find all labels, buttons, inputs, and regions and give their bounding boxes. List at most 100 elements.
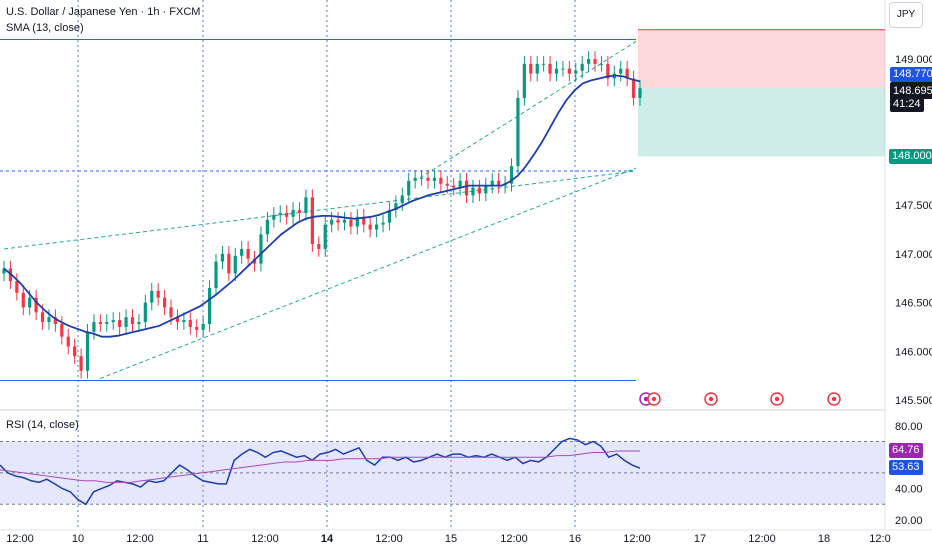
candle-body: [529, 63, 533, 74]
candle-body: [606, 63, 610, 79]
candle-body: [548, 63, 552, 74]
candle: [548, 56, 552, 82]
candle: [471, 179, 475, 204]
candle-body: [561, 68, 565, 70]
time-tick-label: 15: [445, 533, 457, 545]
time-tick-label: 11: [197, 533, 208, 545]
candle: [111, 312, 115, 330]
sma-indicator-label[interactable]: SMA (13, close): [6, 22, 84, 34]
candle: [278, 205, 282, 223]
candle-body: [272, 214, 276, 220]
candle-body: [490, 180, 494, 186]
candle: [195, 319, 199, 338]
candle: [246, 241, 250, 267]
candle: [599, 56, 604, 72]
candle: [2, 260, 6, 282]
candle-body: [201, 324, 205, 330]
candle-body: [349, 219, 353, 227]
candle: [554, 60, 559, 82]
candle: [567, 60, 571, 82]
candle-body: [323, 224, 327, 249]
event-flag-us-icon: [647, 392, 661, 406]
candle: [522, 56, 526, 106]
candle-body: [47, 317, 51, 323]
time-tick-label: 12:00: [375, 533, 403, 545]
time-tick-label: 10: [72, 533, 84, 545]
event-flag-us-icon: [774, 396, 780, 402]
channel-upper-line: [3, 170, 637, 250]
candle-body: [355, 216, 359, 227]
chart-title[interactable]: U.S. Dollar / Japanese Yen · 1h · FXCM: [6, 6, 201, 18]
rsi-band: [0, 441, 885, 505]
candle: [375, 216, 379, 238]
candle-body: [509, 166, 514, 184]
candle-body: [252, 258, 257, 264]
candle-body: [580, 63, 584, 71]
candle: [355, 209, 359, 235]
candle: [150, 283, 154, 311]
candle: [426, 170, 430, 189]
candle: [297, 202, 302, 221]
candle: [79, 348, 83, 379]
candle: [387, 202, 392, 231]
candle: [638, 80, 642, 106]
candle-body: [2, 268, 6, 274]
time-tick-label: 12:00: [126, 533, 154, 545]
candle: [477, 179, 481, 202]
countdown-badge: 41:24: [890, 97, 924, 112]
candle-body: [567, 68, 571, 74]
candle-body: [522, 63, 526, 98]
candle-body: [40, 312, 45, 323]
candle: [201, 316, 205, 338]
candle: [105, 314, 109, 332]
candle-body: [79, 356, 83, 371]
candle-body: [291, 210, 295, 217]
candle: [464, 172, 469, 204]
time-tick-label: 12:00: [6, 533, 34, 545]
candle-body: [419, 177, 424, 179]
candle-body: [150, 290, 154, 303]
candle: [240, 241, 244, 264]
candle-body: [240, 248, 244, 256]
candle-body: [118, 320, 122, 327]
candle-body: [111, 320, 115, 323]
candle-body: [53, 317, 57, 324]
candle-body: [98, 322, 102, 324]
candle: [535, 56, 539, 82]
candle-body: [400, 195, 404, 204]
candle-body: [381, 222, 385, 225]
candle: [529, 56, 533, 82]
candle-body: [66, 336, 70, 347]
candle: [413, 170, 417, 189]
candle: [188, 312, 192, 335]
candle-body: [304, 197, 308, 213]
rsi-indicator-label[interactable]: RSI (14, close): [6, 419, 79, 431]
candle: [381, 214, 385, 233]
candle-body: [156, 290, 160, 298]
rsi-value-badge: 64.76: [889, 443, 923, 458]
channel-lower-line: [99, 167, 637, 380]
rsi-line: [0, 437, 641, 506]
candle-body: [574, 70, 578, 74]
candle-body: [73, 346, 77, 357]
currency-button[interactable]: JPY: [889, 2, 923, 28]
candle: [587, 51, 591, 72]
candle: [214, 253, 218, 296]
candle: [124, 309, 128, 335]
candle: [484, 177, 488, 202]
candle-body: [124, 317, 128, 327]
candle-body: [92, 322, 96, 332]
candle: [625, 60, 629, 87]
time-tick-label: 12:0: [869, 533, 890, 545]
candle: [182, 312, 186, 330]
candle: [53, 309, 57, 332]
price-tick-label: 147.500: [895, 200, 932, 212]
candle: [458, 172, 462, 196]
event-flag-us-icon: [770, 392, 784, 406]
candle-body: [182, 320, 186, 323]
candle-body: [21, 292, 25, 308]
candle: [439, 170, 443, 192]
candle-body: [432, 177, 437, 181]
